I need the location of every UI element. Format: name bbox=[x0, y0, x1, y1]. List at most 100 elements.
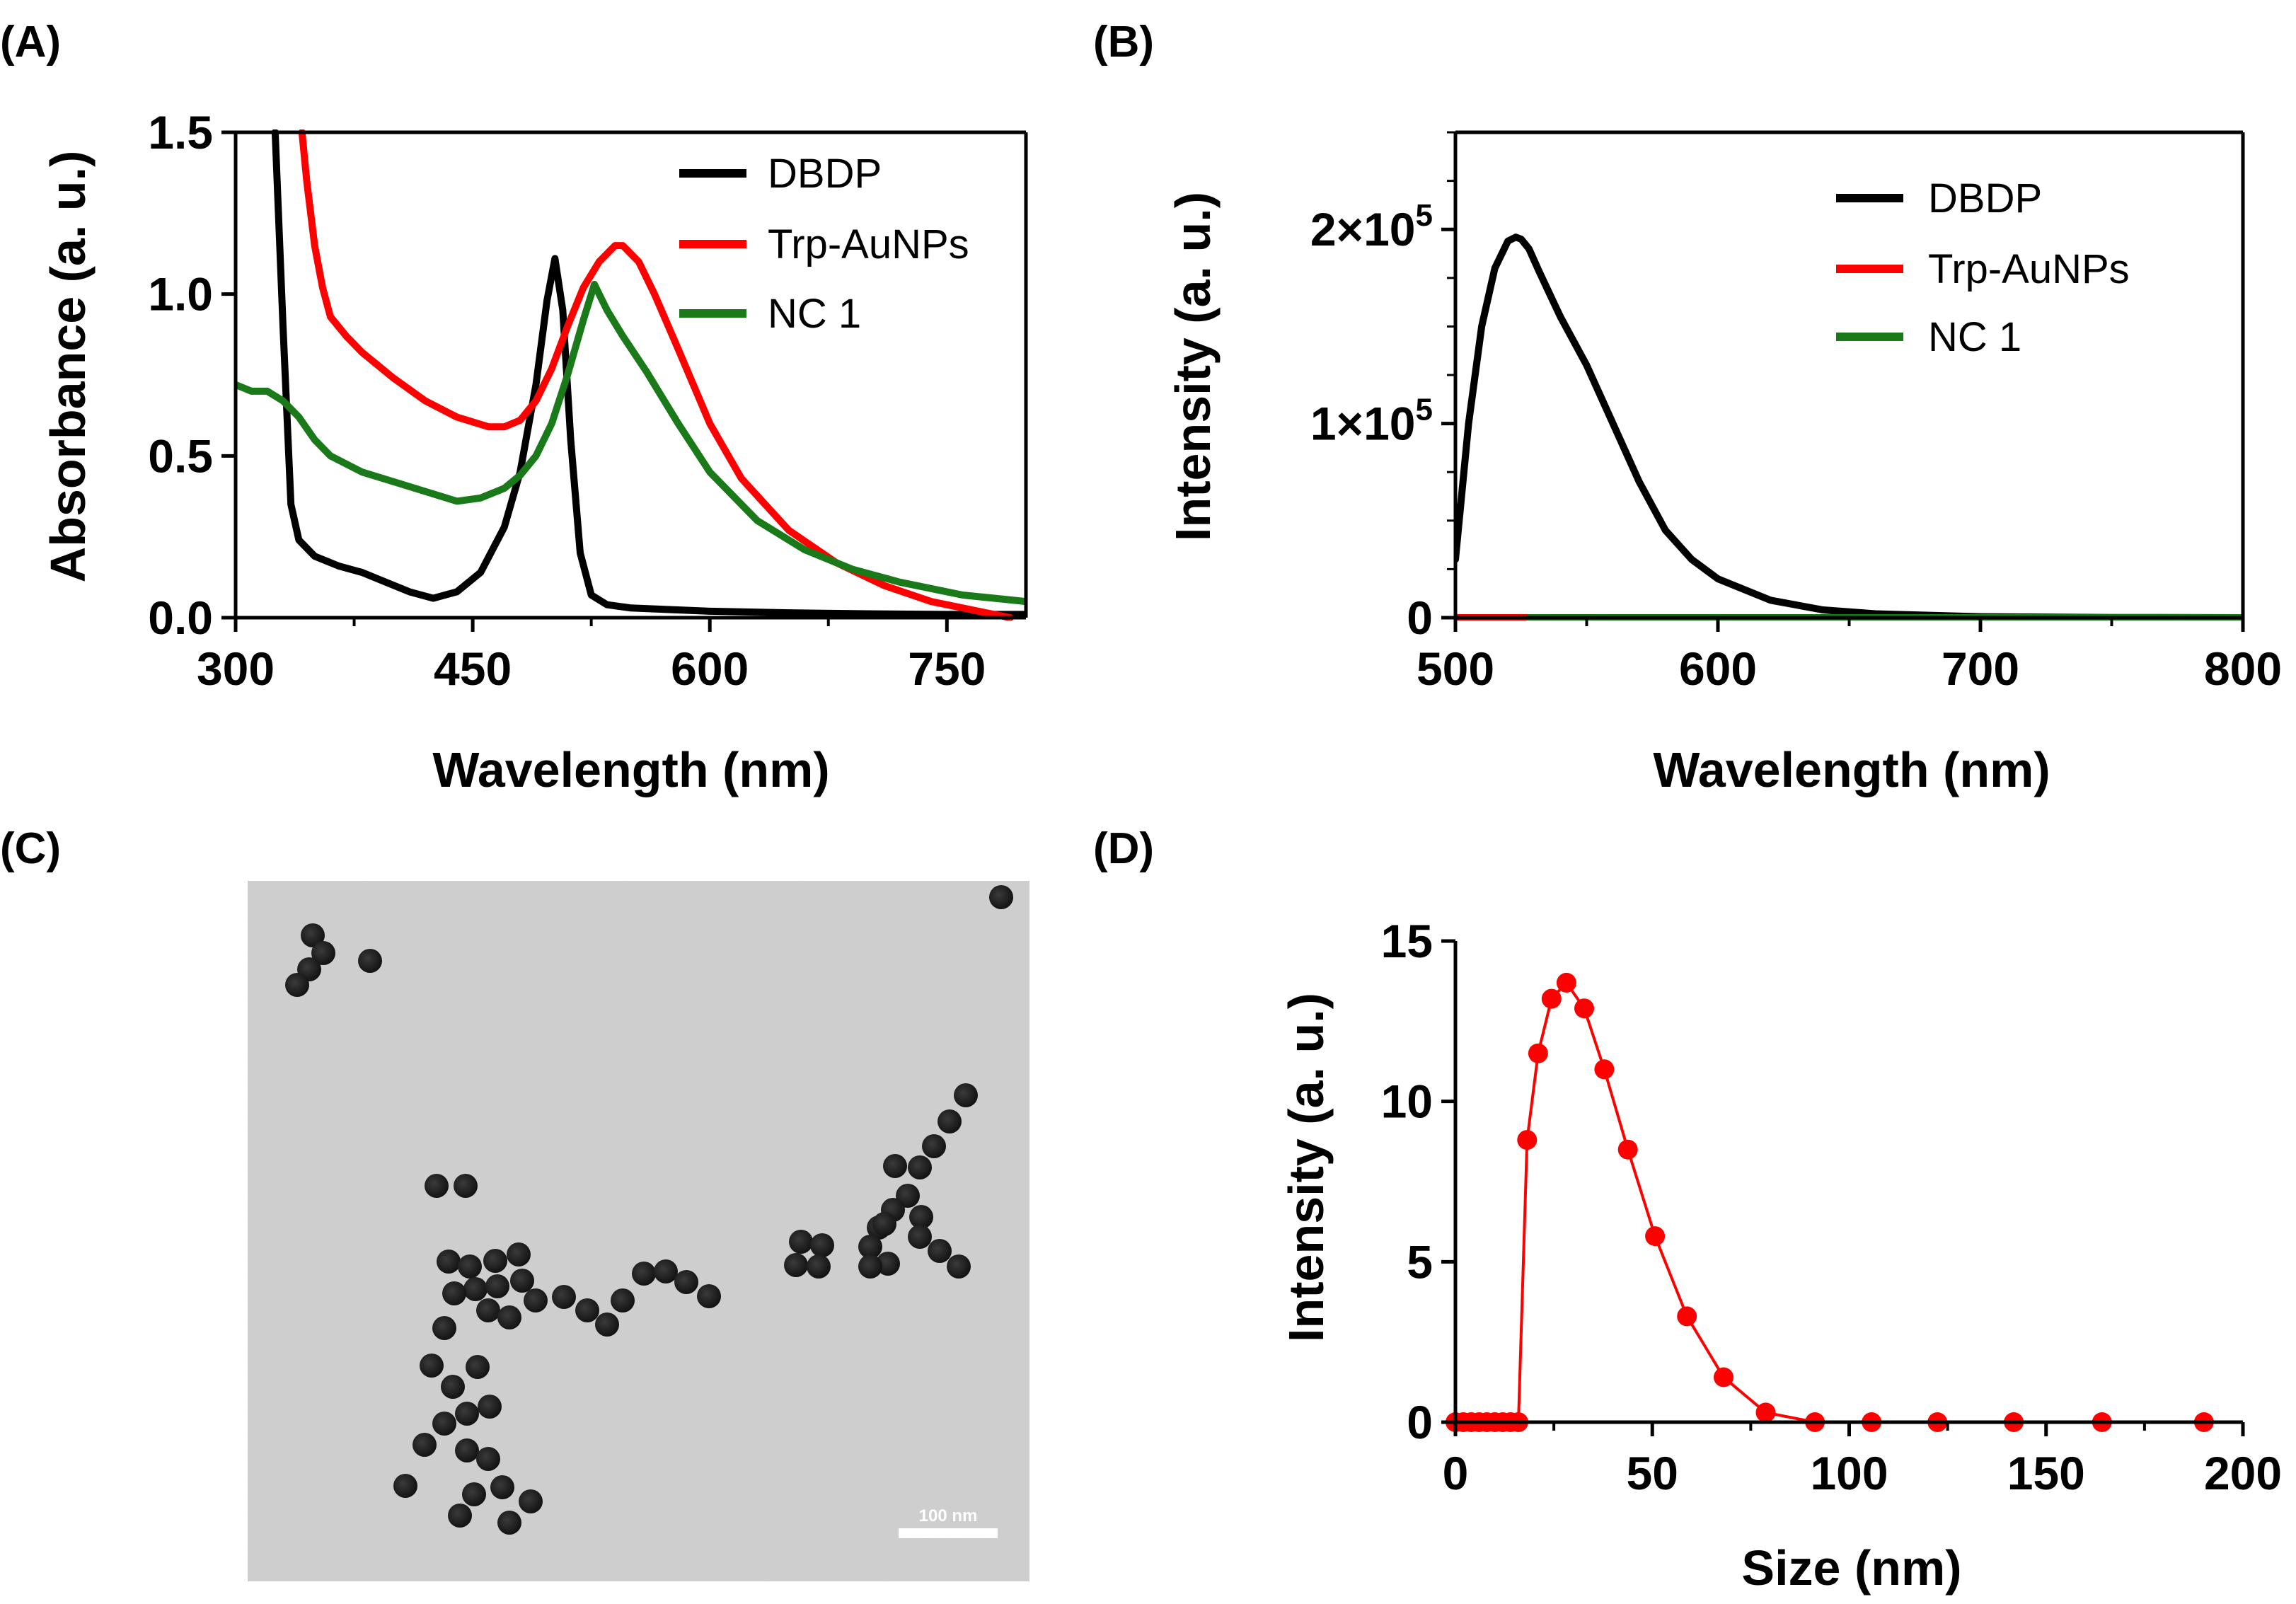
panel-label-d: (D) bbox=[1093, 824, 1154, 873]
nanoparticle bbox=[575, 1298, 599, 1322]
panel-b-x-tick-label: 600 bbox=[1679, 642, 1757, 695]
panel-a-y-tick-label: 0.5 bbox=[148, 429, 213, 482]
panel-a-y-axis-title: Absorbance (a. u.) bbox=[40, 151, 96, 583]
nanoparticle bbox=[425, 1174, 449, 1198]
nanoparticle bbox=[358, 949, 382, 973]
nanoparticle bbox=[497, 1305, 521, 1329]
nanoparticle bbox=[437, 1250, 461, 1274]
panel-d-data-point bbox=[1714, 1367, 1733, 1387]
nanoparticle bbox=[478, 1395, 502, 1419]
nanoparticle bbox=[876, 1252, 900, 1276]
panel-a-series bbox=[236, 129, 1026, 621]
panel-b-x-tick-label: 500 bbox=[1417, 642, 1494, 695]
panel-a-x-tick-label: 750 bbox=[908, 642, 986, 695]
panel-d-y-tick-label: 15 bbox=[1381, 915, 1433, 967]
panel-b-legend-label-trp-aunps: Trp-AuNPs bbox=[1928, 246, 2130, 292]
nanoparticle bbox=[908, 1155, 932, 1179]
panel-d-x-tick-label: 50 bbox=[1627, 1447, 1678, 1499]
nanoparticle bbox=[872, 1212, 896, 1236]
nanoparticle bbox=[442, 1281, 466, 1305]
panel-b-y-tick-exponent: 5 bbox=[1416, 393, 1433, 427]
nanoparticle bbox=[908, 1225, 932, 1249]
nanoparticle bbox=[784, 1253, 808, 1277]
panel-d-data-point bbox=[1556, 972, 1576, 993]
panel-d-data-point bbox=[1517, 1130, 1538, 1150]
nanoparticle bbox=[454, 1174, 478, 1198]
panel-a-axes bbox=[221, 130, 1028, 632]
nanoparticle bbox=[448, 1504, 472, 1528]
nanoparticle bbox=[432, 1412, 456, 1436]
nanoparticle bbox=[507, 1242, 531, 1267]
scale-bar-label: 100 nm bbox=[919, 1506, 978, 1525]
nanoparticle bbox=[922, 1134, 946, 1158]
nanoparticle bbox=[311, 941, 335, 965]
nanoparticle bbox=[954, 1083, 978, 1107]
panel-a-y-tick-label: 0.0 bbox=[148, 592, 213, 644]
nanoparticle bbox=[697, 1284, 721, 1308]
panel-a-tick-labels: 300 450 600 750 0.0 0.5 1.0 1.5 bbox=[148, 106, 986, 695]
panel-d-data-point bbox=[1594, 1059, 1615, 1080]
panel-d-x-tick-label: 0 bbox=[1443, 1447, 1469, 1499]
nanoparticle bbox=[497, 1511, 521, 1535]
nanoparticle bbox=[285, 973, 309, 997]
panel-b-legend: DBDP Trp-AuNPs NC 1 bbox=[1836, 175, 2130, 360]
nanoparticle bbox=[485, 1274, 509, 1298]
nanoparticle bbox=[654, 1259, 678, 1283]
nanoparticle bbox=[490, 1475, 514, 1499]
nanoparticle bbox=[632, 1262, 656, 1286]
micrograph-texture bbox=[248, 881, 1029, 1581]
panel-d-data-point bbox=[1755, 1402, 1776, 1423]
panel-d-data-point bbox=[1645, 1226, 1666, 1247]
panel-b-x-tick-label: 800 bbox=[2204, 642, 2282, 695]
panel-b-y-tick-label: 2×105 bbox=[1310, 198, 1433, 255]
panel-d-x-axis-title: Size (nm) bbox=[1741, 1540, 1961, 1596]
nanoparticle bbox=[462, 1482, 486, 1506]
panel-a-legend-label-nc1: NC 1 bbox=[768, 291, 861, 337]
panel-b-x-axis-title: Wavelength (nm) bbox=[1653, 742, 2050, 797]
panel-d-series-line bbox=[1455, 980, 2243, 1424]
panel-b-y-axis-title: Intensity (a. u.) bbox=[1165, 192, 1221, 541]
panel-d-x-tick-label: 150 bbox=[2007, 1447, 2085, 1499]
nanoparticle bbox=[938, 1109, 962, 1133]
nanoparticle bbox=[524, 1288, 548, 1312]
panel-a-series-dbdp bbox=[271, 129, 1026, 618]
panel-a-legend-label-trp-aunps: Trp-AuNPs bbox=[768, 221, 969, 267]
panel-d-data-point bbox=[1528, 1043, 1548, 1063]
panel-b-y-tick-label: 0 bbox=[1407, 592, 1433, 644]
nanoparticle bbox=[611, 1288, 635, 1312]
nanoparticle bbox=[463, 1277, 488, 1301]
panel-d-data-point bbox=[1677, 1306, 1697, 1327]
panel-d-y-tick-label: 5 bbox=[1407, 1235, 1433, 1288]
nanoparticle bbox=[393, 1474, 417, 1498]
nanoparticle bbox=[909, 1205, 933, 1229]
nanoparticle bbox=[420, 1354, 444, 1378]
panel-a-x-tick-label: 300 bbox=[197, 642, 275, 695]
nanoparticle bbox=[552, 1285, 576, 1309]
panel-d-y-tick-label: 0 bbox=[1407, 1396, 1433, 1448]
panel-a-legend: DBDP Trp-AuNPs NC 1 bbox=[679, 151, 969, 337]
panel-a-x-tick-label: 600 bbox=[671, 642, 749, 695]
panel-b-series-dbdp bbox=[1455, 233, 2243, 621]
panel-b-y-tick-exponent: 5 bbox=[1416, 198, 1433, 233]
scale-bar bbox=[899, 1528, 998, 1538]
nanoparticle bbox=[301, 923, 325, 947]
nanoparticle bbox=[858, 1235, 882, 1259]
panel-label-c: (C) bbox=[0, 824, 61, 873]
panel-a-series-trp-aunps bbox=[298, 129, 1014, 621]
nanoparticle bbox=[989, 885, 1013, 909]
nanoparticle bbox=[476, 1447, 500, 1471]
nanoparticle-clusters bbox=[285, 885, 1013, 1535]
nanoparticle bbox=[595, 1312, 619, 1337]
panel-d-axes bbox=[1441, 939, 2245, 1436]
nanoparticle bbox=[883, 1154, 907, 1178]
nanoparticle bbox=[947, 1254, 971, 1279]
panel-b-x-tick-label: 700 bbox=[1942, 642, 2019, 695]
nanoparticle bbox=[413, 1433, 437, 1457]
nanoparticle bbox=[858, 1254, 882, 1279]
panel-a-y-tick-label: 1.0 bbox=[148, 268, 213, 321]
nanoparticle bbox=[928, 1239, 952, 1263]
panel-a-x-axis-title: Wavelength (nm) bbox=[432, 742, 829, 797]
panel-c-tem-micrograph: 100 nm bbox=[248, 881, 1029, 1581]
